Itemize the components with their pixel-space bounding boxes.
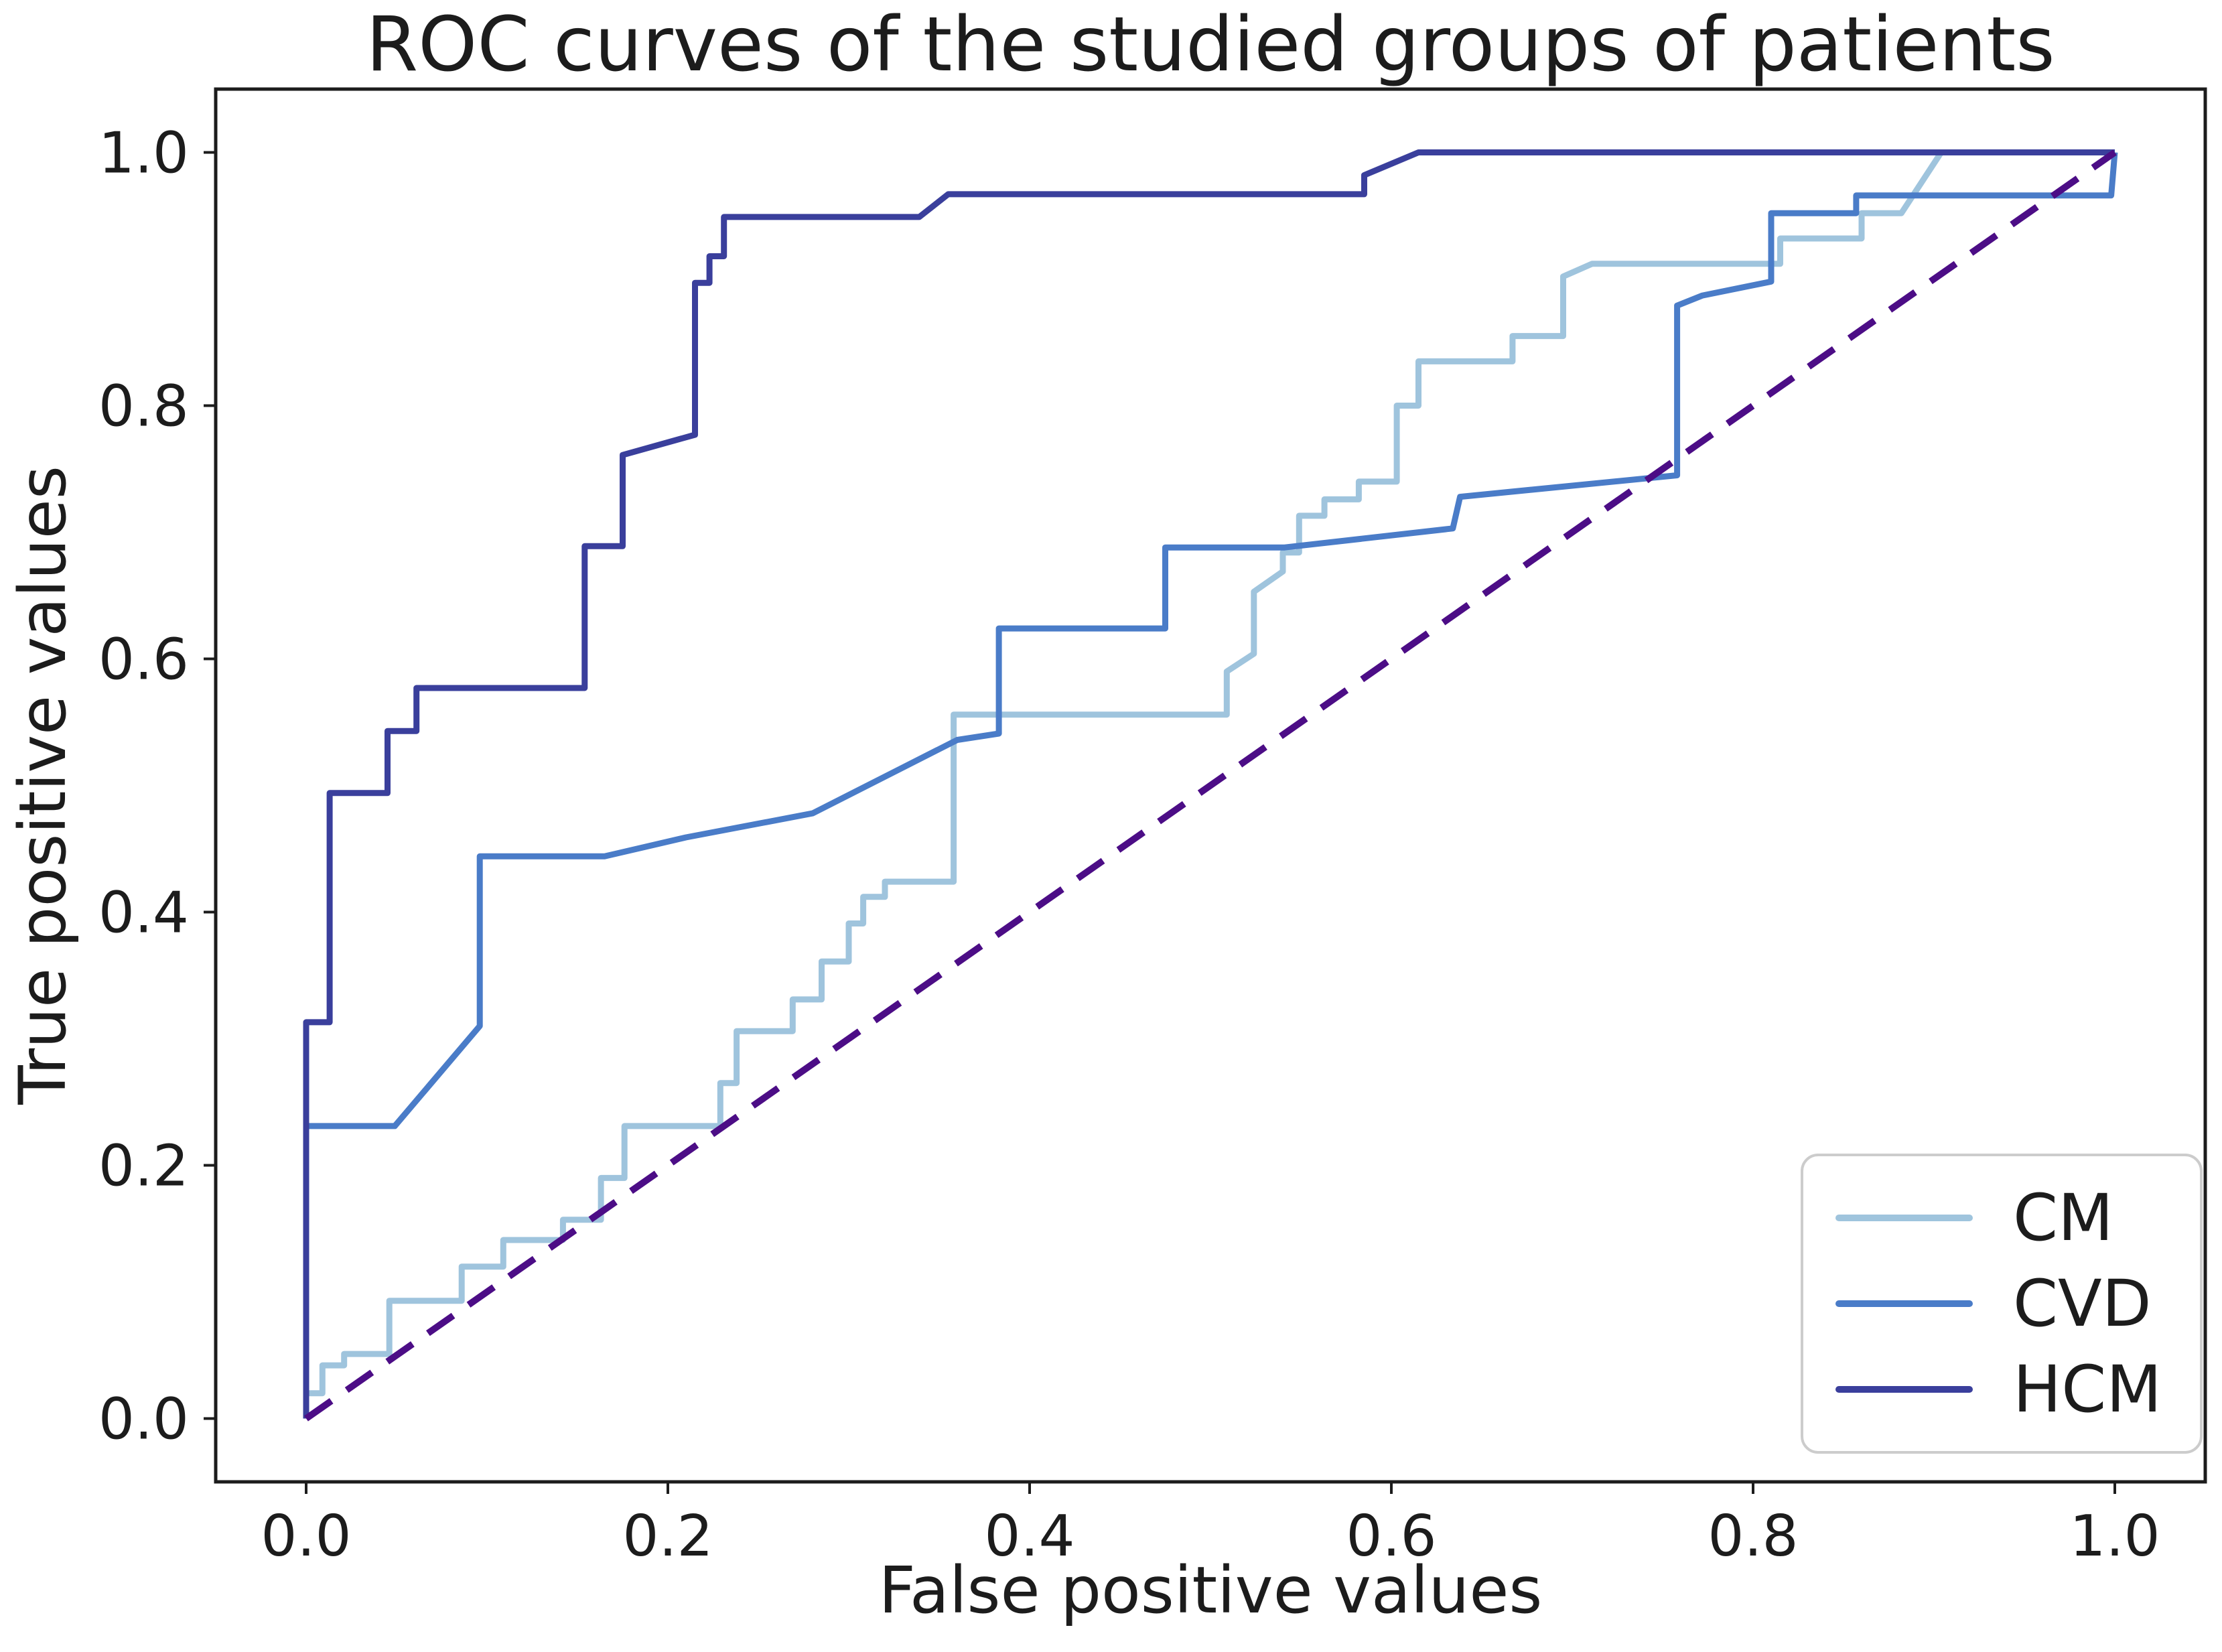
roc-curve-cm xyxy=(303,149,2115,1419)
legend: CM CVD HCM xyxy=(1801,1154,2203,1454)
legend-label-cvd: CVD xyxy=(2013,1266,2152,1341)
y-tick-label: 0.4 xyxy=(98,880,189,947)
legend-item-cvd: CVD xyxy=(1835,1271,2168,1336)
plot-frame xyxy=(214,87,2207,1484)
x-axis-label: False positive values xyxy=(878,1553,1543,1628)
cvd-line-swatch xyxy=(1835,1300,1973,1307)
y-tick-label: 1.0 xyxy=(98,121,189,187)
roc-curve-cvd xyxy=(303,152,2118,1419)
x-tick-label: 0.2 xyxy=(622,1503,713,1570)
y-tick-label: 0.0 xyxy=(98,1387,189,1453)
chart-title: ROC curves of the studied groups of pati… xyxy=(366,1,2055,88)
x-tick-label: 1.0 xyxy=(2069,1503,2160,1570)
legend-label-hcm: HCM xyxy=(2013,1352,2162,1427)
chance-diagonal-line xyxy=(304,149,2117,1422)
x-tick-label: 0.8 xyxy=(1708,1503,1798,1570)
legend-item-hcm: HCM xyxy=(1835,1357,2168,1422)
y-tick-label: 0.2 xyxy=(98,1133,189,1200)
roc-curve-hcm xyxy=(303,149,2115,1419)
y-axis-label: True positive values xyxy=(5,466,80,1105)
hcm-line-swatch xyxy=(1835,1386,1973,1393)
x-tick-label: 0.4 xyxy=(984,1503,1074,1570)
legend-label-cm: CM xyxy=(2013,1180,2113,1255)
cm-line-swatch xyxy=(1835,1215,1973,1221)
x-tick-label: 0.6 xyxy=(1346,1503,1436,1570)
y-tick-label: 0.8 xyxy=(98,374,189,440)
y-tick-label: 0.6 xyxy=(98,627,189,693)
legend-item-cm: CM xyxy=(1835,1186,2168,1250)
x-tick-label: 0.0 xyxy=(261,1503,351,1570)
